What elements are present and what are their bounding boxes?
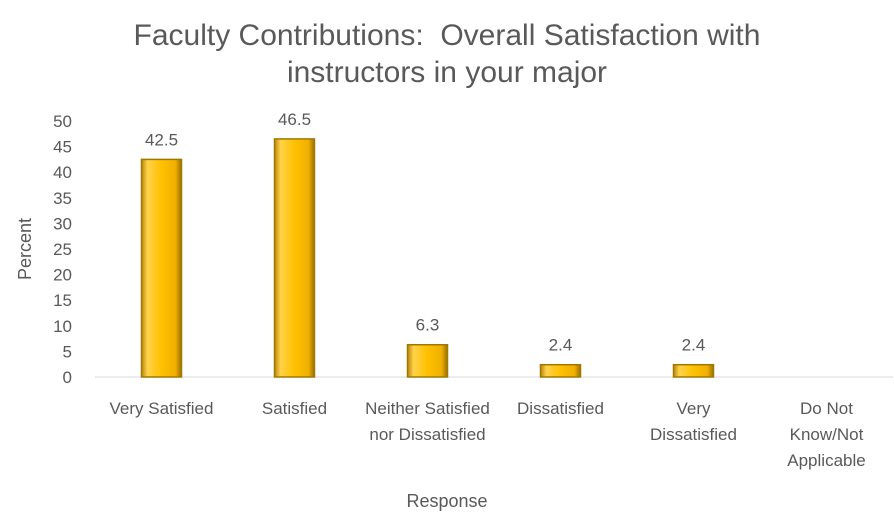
x-tick-label: Very Satisfied xyxy=(110,399,214,418)
value-label: 42.5 xyxy=(145,130,178,149)
y-tick-label: 20 xyxy=(53,266,72,285)
value-label: 2.4 xyxy=(549,336,573,355)
bar xyxy=(672,363,715,378)
y-axis-title: Percent xyxy=(15,218,35,280)
x-tick-label: Very Dissatisfied xyxy=(650,399,737,444)
y-tick-label: 5 xyxy=(63,342,72,361)
bar xyxy=(273,138,316,378)
y-tick-label: 10 xyxy=(53,317,72,336)
value-label: 46.5 xyxy=(278,110,311,129)
x-axis-title: Response xyxy=(406,491,487,511)
bar xyxy=(140,158,183,378)
y-tick-label: 25 xyxy=(53,240,72,259)
value-label: 6.3 xyxy=(416,316,440,335)
value-label: 2.4 xyxy=(682,336,706,355)
y-tick-label: 30 xyxy=(53,214,72,233)
y-tick-label: 15 xyxy=(53,291,72,310)
y-tick-label: 45 xyxy=(53,138,72,157)
bar xyxy=(406,343,449,378)
bar xyxy=(539,363,582,378)
y-tick-label: 50 xyxy=(53,112,72,131)
chart-title: Faculty Contributions: Overall Satisfact… xyxy=(134,19,761,89)
x-tick-label: Do Not Know/Not Applicable xyxy=(787,399,865,470)
x-tick-label: Neither Satisfied nor Dissatisfied xyxy=(365,399,490,444)
y-tick-label: 0 xyxy=(63,368,72,387)
x-tick-label: Dissatisfied xyxy=(517,399,604,418)
x-tick-label: Satisfied xyxy=(262,399,327,418)
y-tick-label: 35 xyxy=(53,189,72,208)
y-tick-label: 40 xyxy=(53,163,72,182)
